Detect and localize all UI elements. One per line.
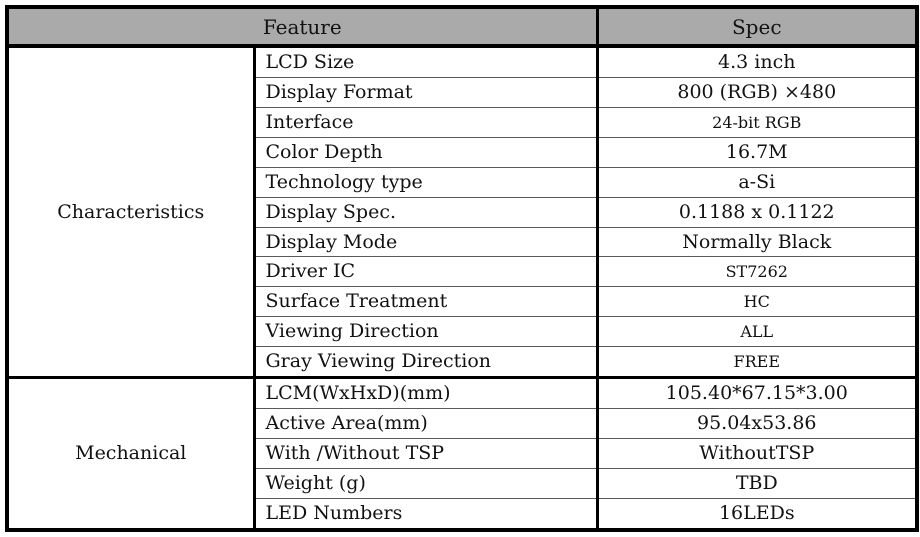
- feature-cell: LED Numbers: [252, 497, 598, 531]
- feature-cell: Surface Treatment: [252, 286, 598, 318]
- spec-cell: WithoutTSP: [595, 438, 918, 469]
- spec-cell: 16LEDs: [595, 497, 918, 531]
- table-row: Display Mode Normally Black: [7, 226, 918, 258]
- feature-cell: LCD Size: [252, 45, 598, 79]
- spec-cell: TBD: [595, 467, 918, 499]
- feature-cell: Display Format: [252, 77, 598, 109]
- spec-cell: Normally Black: [595, 226, 918, 258]
- feature-cell: With /Without TSP: [252, 438, 598, 469]
- feature-cell: Driver IC: [252, 256, 598, 288]
- feature-cell: Active Area(mm): [252, 408, 598, 439]
- feature-cell: Weight (g): [252, 467, 598, 499]
- table-row: Display Format 800 (RGB) ×480: [7, 77, 918, 109]
- section-label-characteristics: Characteristics: [7, 45, 256, 379]
- table-header-row: Feature Spec: [7, 6, 918, 48]
- feature-cell: LCM(WxHxD)(mm): [252, 376, 598, 410]
- spec-cell: FREE: [595, 345, 918, 379]
- table-row: LED Numbers 16LEDs: [7, 497, 918, 531]
- table-row: Gray Viewing Direction FREE: [7, 345, 918, 379]
- table-row: Mechanical LCM(WxHxD)(mm) 105.40*67.15*3…: [7, 376, 918, 531]
- section-label-mechanical: Mechanical: [7, 376, 256, 531]
- table-row: Characteristics LCD Size 4.3 inch: [7, 45, 918, 379]
- spec-cell: 0.1188 x 0.1122: [595, 196, 918, 228]
- spec-cell: 24-bit RGB: [595, 107, 918, 138]
- table-row: Driver IC ST7262: [7, 256, 918, 288]
- spec-cell: a-Si: [595, 166, 918, 198]
- feature-cell: Display Spec.: [252, 196, 598, 228]
- table-row: Surface Treatment HC: [7, 286, 918, 318]
- table-row: Technology type a-Si: [7, 166, 918, 198]
- feature-cell: Gray Viewing Direction: [252, 345, 598, 379]
- spec-cell: ALL: [595, 316, 918, 347]
- table-row: Viewing Direction ALL: [7, 316, 918, 347]
- spec-table: Feature Spec Characteristics LCD Size 4.…: [5, 5, 920, 532]
- spec-cell: 95.04x53.86: [595, 408, 918, 439]
- spec-cell: HC: [595, 286, 918, 318]
- spec-cell: 4.3 inch: [595, 45, 918, 79]
- spec-cell: 800 (RGB) ×480: [595, 77, 918, 109]
- spec-cell: 16.7M: [595, 136, 918, 168]
- feature-column-header: Feature: [7, 6, 598, 48]
- feature-cell: Viewing Direction: [252, 316, 598, 347]
- spec-cell: 105.40*67.15*3.00: [595, 376, 918, 410]
- feature-cell: Technology type: [252, 166, 598, 198]
- feature-cell: Display Mode: [252, 226, 598, 258]
- spec-column-header: Spec: [595, 6, 918, 48]
- table-row: Weight (g) TBD: [7, 467, 918, 499]
- table-row: With /Without TSP WithoutTSP: [7, 438, 918, 469]
- spec-cell: ST7262: [595, 256, 918, 288]
- feature-cell: Interface: [252, 107, 598, 138]
- table-row: Display Spec. 0.1188 x 0.1122: [7, 196, 918, 228]
- feature-cell: Color Depth: [252, 136, 598, 168]
